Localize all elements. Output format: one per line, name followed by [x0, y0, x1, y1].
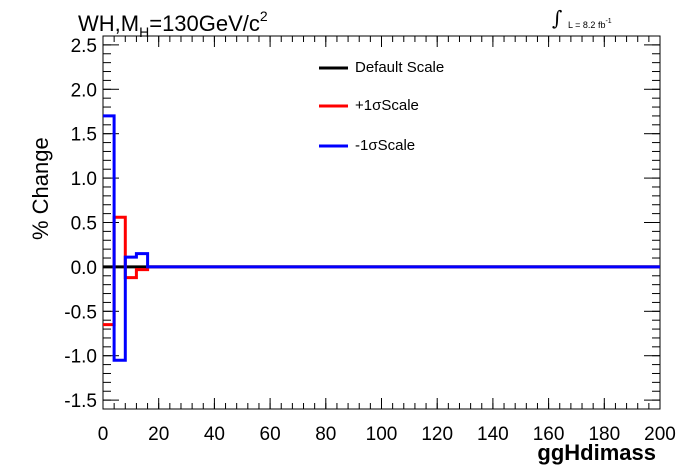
y-tick-label: 0.5 [71, 214, 97, 235]
y-tick-label: 1.0 [71, 169, 97, 190]
y-tick-label: 1.5 [71, 125, 97, 146]
x-tick-label: 120 [421, 424, 453, 445]
legend-label-plus: +1σScale [355, 97, 419, 114]
series-line-1 [103, 215, 660, 327]
x-tick-label: 140 [477, 424, 509, 445]
x-tick-label: 80 [315, 424, 336, 445]
series-line-2 [103, 114, 660, 362]
chart-title: WH,MH=130GeV/c2 [78, 8, 268, 40]
y-tick-label: 2.0 [71, 80, 97, 101]
x-tick-label: 60 [260, 424, 281, 445]
y-tick-label: -0.5 [64, 302, 97, 323]
y-tick-label: -1.0 [64, 347, 97, 368]
legend-label-default: Default Scale [355, 59, 445, 76]
x-tick-label: 40 [204, 424, 225, 445]
y-tick-label: -1.5 [64, 391, 97, 412]
x-tick-label: 160 [533, 424, 565, 445]
y-tick-label: 2.5 [71, 36, 97, 57]
plot-frame [102, 35, 661, 410]
x-tick-label: 200 [644, 424, 676, 445]
x-tick-label: 100 [366, 424, 398, 445]
y-tick-label: 0.0 [71, 258, 97, 279]
x-tick-label: 0 [98, 424, 109, 445]
y-axis-label: % Change [28, 137, 53, 240]
legend-label-minus: -1σScale [355, 137, 416, 154]
x-tick-label: 20 [148, 424, 169, 445]
x-axis-label: ggHdimass [537, 440, 656, 465]
x-tick-label: 180 [588, 424, 620, 445]
